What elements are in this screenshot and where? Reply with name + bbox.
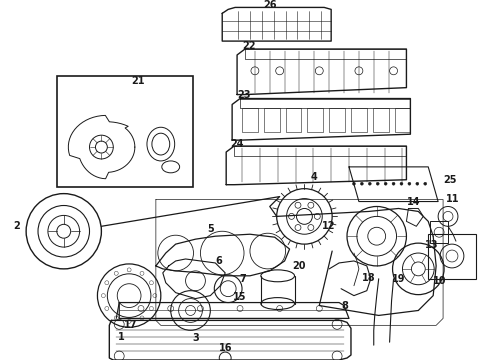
Text: 15: 15	[233, 292, 247, 302]
Text: 11: 11	[446, 194, 460, 203]
Text: 14: 14	[407, 197, 420, 207]
Circle shape	[400, 182, 403, 185]
Bar	[57, 76, 194, 187]
Bar	[286, 108, 301, 132]
Bar	[394, 108, 411, 132]
Text: 25: 25	[443, 175, 457, 185]
Text: 2: 2	[13, 221, 20, 231]
Circle shape	[384, 182, 387, 185]
Text: 4: 4	[311, 172, 318, 182]
Circle shape	[408, 182, 411, 185]
Text: 20: 20	[293, 261, 306, 271]
Text: 12: 12	[322, 221, 336, 231]
Text: 17: 17	[124, 320, 138, 330]
Text: 21: 21	[131, 76, 145, 86]
Circle shape	[376, 182, 379, 185]
Bar	[329, 108, 345, 132]
Text: 1: 1	[118, 332, 124, 342]
Text: 26: 26	[263, 0, 276, 10]
Text: 23: 23	[237, 90, 250, 100]
Circle shape	[424, 182, 427, 185]
Text: 19: 19	[392, 274, 405, 284]
Circle shape	[392, 182, 395, 185]
Circle shape	[416, 182, 419, 185]
Text: 13: 13	[424, 240, 438, 250]
Bar	[428, 234, 476, 279]
Circle shape	[368, 182, 371, 185]
Text: 16: 16	[219, 343, 232, 353]
Bar	[307, 108, 323, 132]
Text: 10: 10	[433, 276, 447, 286]
Bar	[430, 221, 448, 243]
Text: 5: 5	[207, 224, 214, 234]
Text: 8: 8	[342, 301, 348, 311]
Bar	[242, 108, 258, 132]
Text: 22: 22	[242, 41, 255, 51]
Bar	[264, 108, 280, 132]
Text: 6: 6	[215, 256, 221, 266]
Text: 24: 24	[230, 139, 244, 149]
Text: 7: 7	[240, 274, 246, 284]
Text: 18: 18	[362, 273, 376, 283]
Bar	[351, 108, 367, 132]
Circle shape	[352, 182, 355, 185]
Circle shape	[360, 182, 364, 185]
Bar	[373, 108, 389, 132]
Text: 3: 3	[192, 333, 199, 343]
